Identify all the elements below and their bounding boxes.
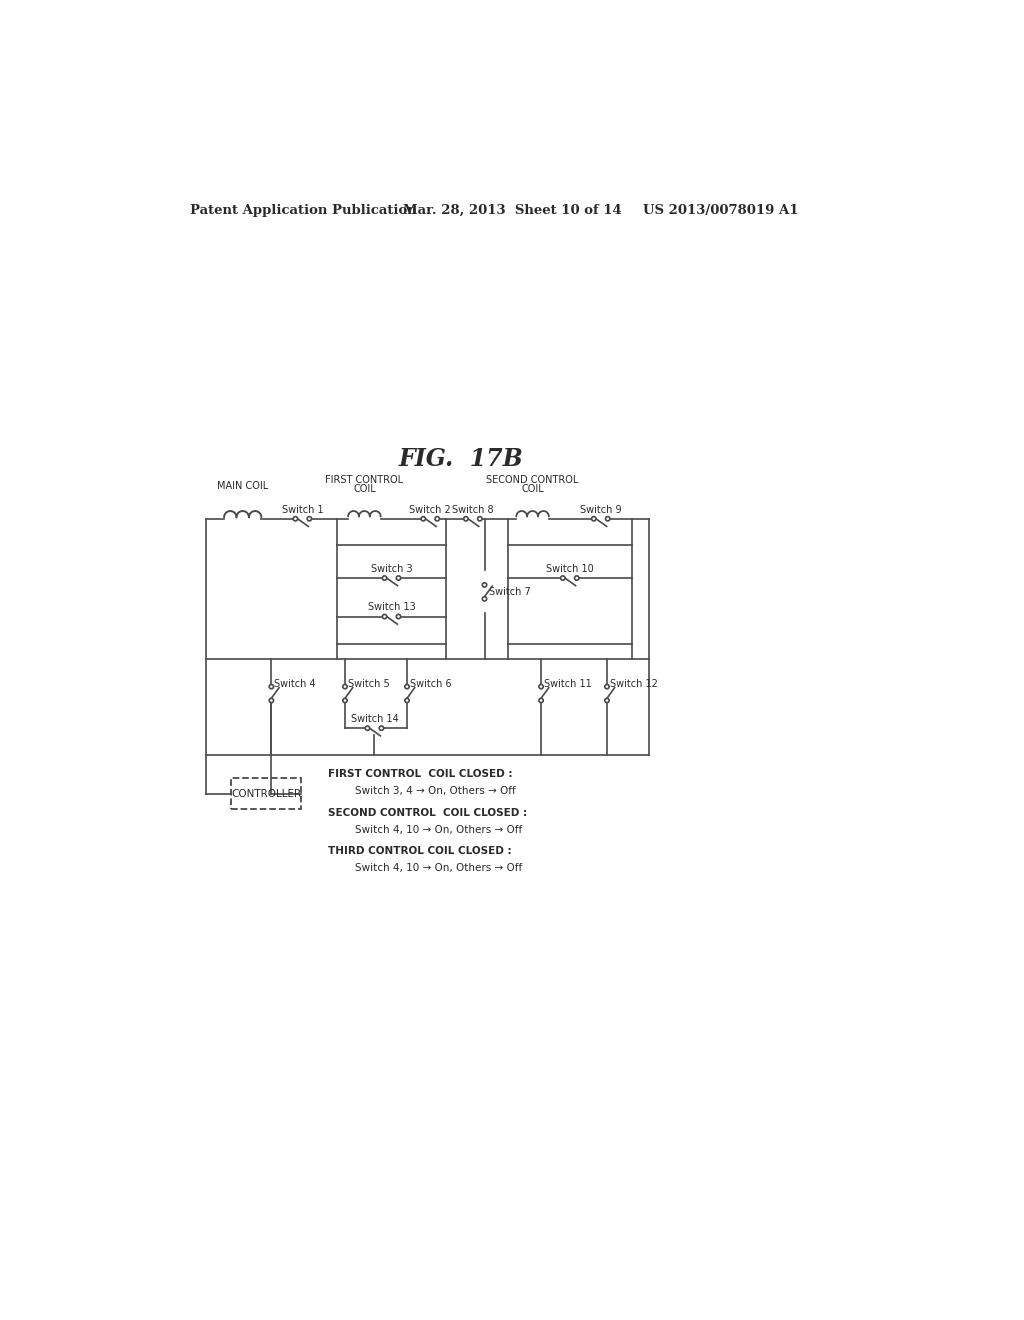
Circle shape	[605, 698, 609, 702]
Text: SECOND CONTROL: SECOND CONTROL	[486, 475, 579, 486]
Text: Switch 8: Switch 8	[452, 504, 494, 515]
Text: COIL: COIL	[353, 484, 376, 495]
Circle shape	[269, 698, 273, 702]
Text: Switch 13: Switch 13	[368, 602, 416, 612]
Text: CONTROLLER: CONTROLLER	[230, 788, 301, 799]
Text: Switch 2: Switch 2	[410, 504, 452, 515]
Text: Switch 7: Switch 7	[489, 587, 530, 597]
Text: FIRST CONTROL  COIL CLOSED :: FIRST CONTROL COIL CLOSED :	[328, 770, 512, 779]
Text: Switch 6: Switch 6	[410, 678, 452, 689]
Circle shape	[560, 576, 565, 581]
Text: FIG.  17B: FIG. 17B	[399, 446, 523, 471]
Circle shape	[482, 583, 486, 587]
Circle shape	[404, 698, 410, 702]
Bar	[337, 545, 445, 644]
Circle shape	[421, 516, 425, 521]
Text: Switch 11: Switch 11	[544, 678, 592, 689]
Circle shape	[605, 516, 610, 521]
Bar	[231, 779, 301, 809]
Circle shape	[379, 726, 384, 730]
Circle shape	[366, 726, 370, 730]
Circle shape	[382, 576, 387, 581]
Text: Switch 14: Switch 14	[350, 714, 398, 723]
Circle shape	[477, 516, 482, 521]
Text: Switch 4, 10 → On, Others → Off: Switch 4, 10 → On, Others → Off	[342, 825, 522, 834]
Circle shape	[307, 516, 311, 521]
Text: Patent Application Publication: Patent Application Publication	[190, 205, 417, 218]
Circle shape	[605, 685, 609, 689]
Circle shape	[269, 685, 273, 689]
Text: Switch 3, 4 → On, Others → Off: Switch 3, 4 → On, Others → Off	[342, 787, 516, 796]
Text: Switch 4: Switch 4	[274, 678, 316, 689]
Circle shape	[592, 516, 596, 521]
Text: THIRD CONTROL COIL CLOSED :: THIRD CONTROL COIL CLOSED :	[328, 846, 512, 857]
Circle shape	[482, 597, 486, 601]
Circle shape	[343, 685, 347, 689]
Text: US 2013/0078019 A1: US 2013/0078019 A1	[643, 205, 799, 218]
Circle shape	[464, 516, 468, 521]
Text: Switch 1: Switch 1	[282, 504, 324, 515]
Circle shape	[574, 576, 579, 581]
Circle shape	[293, 516, 298, 521]
Circle shape	[343, 698, 347, 702]
Text: FIRST CONTROL: FIRST CONTROL	[326, 475, 403, 486]
Circle shape	[539, 685, 544, 689]
Text: Switch 5: Switch 5	[348, 678, 390, 689]
Text: Switch 10: Switch 10	[546, 564, 594, 574]
Text: COIL: COIL	[521, 484, 544, 495]
Text: Mar. 28, 2013  Sheet 10 of 14: Mar. 28, 2013 Sheet 10 of 14	[403, 205, 622, 218]
Circle shape	[435, 516, 439, 521]
Bar	[508, 545, 632, 644]
Circle shape	[539, 698, 544, 702]
Text: MAIN COIL: MAIN COIL	[217, 482, 268, 491]
Text: Switch 3: Switch 3	[371, 564, 413, 574]
Text: Switch 9: Switch 9	[580, 504, 622, 515]
Circle shape	[396, 576, 400, 581]
Circle shape	[396, 614, 400, 619]
Text: Switch 4, 10 → On, Others → Off: Switch 4, 10 → On, Others → Off	[342, 863, 522, 874]
Text: Switch 12: Switch 12	[610, 678, 658, 689]
Circle shape	[404, 685, 410, 689]
Text: SECOND CONTROL  COIL CLOSED :: SECOND CONTROL COIL CLOSED :	[328, 808, 527, 818]
Circle shape	[382, 614, 387, 619]
